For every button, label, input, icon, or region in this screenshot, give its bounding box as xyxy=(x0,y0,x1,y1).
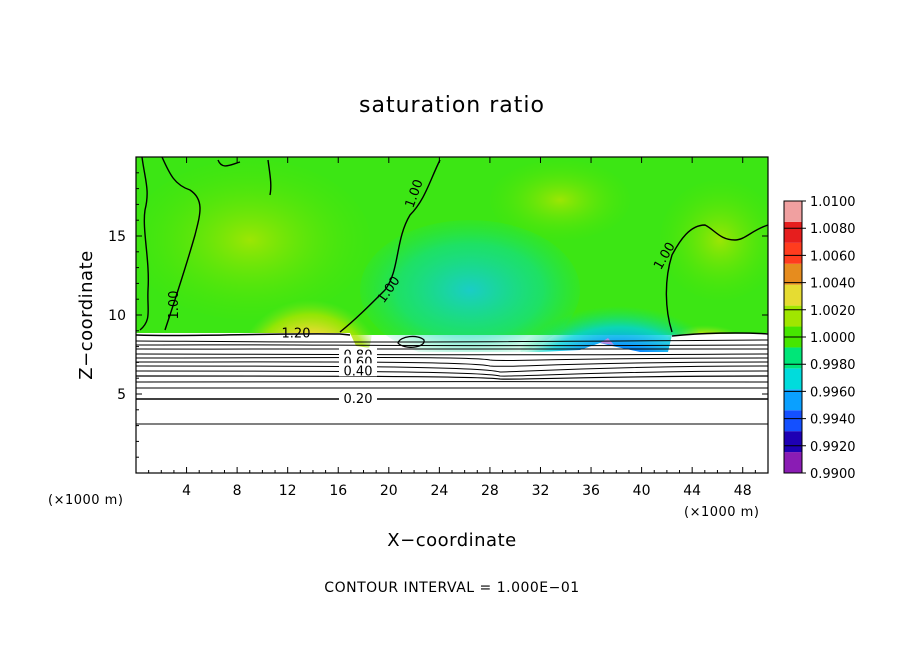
x-axis-unit: (×1000 m) xyxy=(684,505,759,520)
contour-1.00-center xyxy=(339,159,441,333)
colorbar-label: 0.9940 xyxy=(810,413,856,428)
contour-label: 0.40 xyxy=(344,364,373,379)
colorbar-label: 0.9980 xyxy=(810,358,856,373)
colorbar-swatch xyxy=(784,242,802,264)
contour-label: 1.20 xyxy=(282,326,311,341)
x-tick-label: 24 xyxy=(430,483,448,499)
contour-0.40 xyxy=(136,375,768,380)
x-tick-label: 32 xyxy=(532,483,550,499)
colorbar-swatch xyxy=(784,368,802,390)
colorbar-swatch xyxy=(784,410,802,432)
yellow-patch-east xyxy=(660,180,768,300)
x-axis: 4 8 12 16 20 24 28 32 36 40 44 48 xyxy=(148,157,756,499)
contour-label: 0.20 xyxy=(344,392,373,407)
contour-1.00-west-edge xyxy=(139,157,150,331)
colorbar-swatch xyxy=(784,201,802,222)
x-tick-label: 36 xyxy=(582,483,600,499)
contour-1.20-east xyxy=(671,332,768,337)
x-tick-label: 12 xyxy=(279,483,297,499)
colorbar-label: 0.9960 xyxy=(810,385,856,400)
yellow-patch-mid xyxy=(490,160,630,240)
y-axis: 5 10 15 xyxy=(108,172,768,458)
contour-label-1.00: 1.00 xyxy=(167,291,182,320)
colorbar-label: 1.0020 xyxy=(810,304,856,319)
colorbar-label: 0.9900 xyxy=(810,467,856,482)
colorbar-swatch xyxy=(784,305,802,327)
x-axis-label: X−coordinate xyxy=(387,530,516,551)
x-tick-label: 44 xyxy=(683,483,701,499)
contour-label-bg xyxy=(339,390,377,404)
colorbar-swatch xyxy=(784,263,802,285)
contour-1.00-west xyxy=(161,157,201,331)
contour-1.00-east xyxy=(665,224,768,333)
contour-label-bg xyxy=(339,363,377,377)
contour-island xyxy=(397,335,425,348)
x-tick-label: 20 xyxy=(380,483,398,499)
x-tick-label: 16 xyxy=(329,483,347,499)
chart-title: saturation ratio xyxy=(359,93,545,118)
y-tick-label: 10 xyxy=(108,308,126,324)
contour-interval-note: CONTOUR INTERVAL = 1.000E−01 xyxy=(324,580,579,596)
x-tick-label: 8 xyxy=(233,483,242,499)
y-tick-label: 5 xyxy=(117,387,126,403)
colorbar-label: 1.0060 xyxy=(810,249,856,264)
colorbar-swatch xyxy=(784,347,802,369)
x-tick-label: 48 xyxy=(734,483,752,499)
colorbar: 0.9900 0.9920 0.9940 0.9960 0.9980 1.0000 1.00… xyxy=(783,195,856,482)
colorbar-label: 0.9920 xyxy=(810,440,856,455)
contour-0.60 xyxy=(136,365,768,373)
x-tick-label: 40 xyxy=(633,483,651,499)
contour-0.80 xyxy=(136,357,768,362)
contour-1.20 xyxy=(136,333,351,337)
y-axis-unit: (×1000 m) xyxy=(48,493,123,508)
colorbar-swatch xyxy=(784,284,802,306)
colorbar-label: 1.0080 xyxy=(810,222,856,237)
x-tick-label: 4 xyxy=(182,483,191,499)
colorbar-swatch xyxy=(784,452,802,473)
colorbar-label: 1.0000 xyxy=(810,331,856,346)
colorbar-label: 1.0040 xyxy=(810,277,856,292)
contour-1.00 xyxy=(139,157,768,333)
x-tick-label: 28 xyxy=(481,483,499,499)
plot-field xyxy=(136,157,768,473)
colorbar-swatch xyxy=(784,431,802,453)
colorbar-swatch xyxy=(784,389,802,411)
y-tick-label: 15 xyxy=(108,229,126,245)
y-axis-label: Z−coordinate xyxy=(76,250,97,379)
colorbar-swatch xyxy=(784,221,802,243)
contour-labels: 1.200.800.600.400.201.001.001.001.00 xyxy=(167,178,679,407)
colorbar-label: 1.0100 xyxy=(810,195,856,210)
contour-lines xyxy=(136,332,768,425)
